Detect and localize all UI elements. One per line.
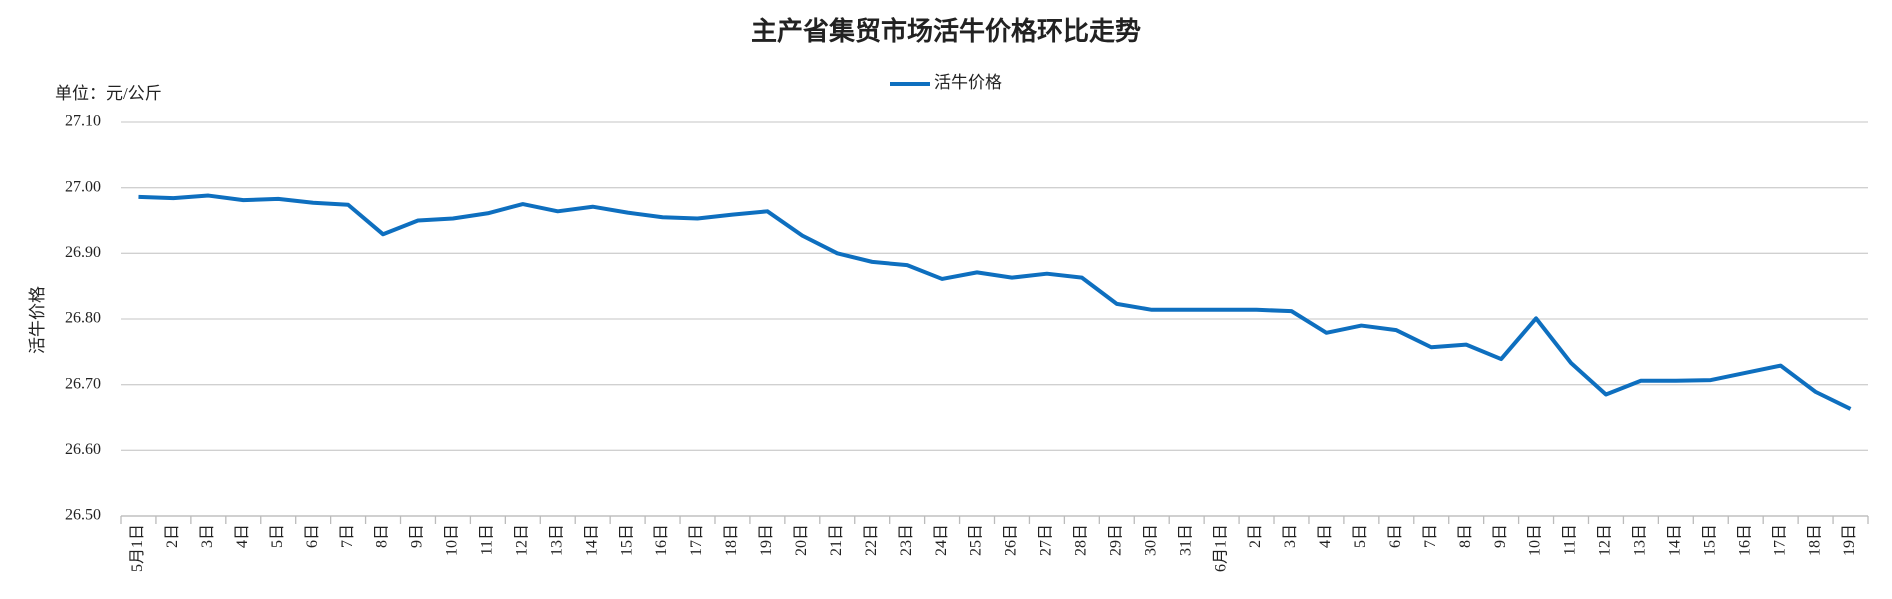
x-tick-label: 15日 <box>618 524 635 556</box>
x-tick-label: 12日 <box>513 524 530 556</box>
y-tick-label: 26.80 <box>65 310 101 327</box>
x-tick-label: 20日 <box>793 524 810 556</box>
legend-label: 活牛价格 <box>934 73 1002 92</box>
x-tick-label: 18日 <box>1806 524 1823 556</box>
x-tick-label: 21日 <box>828 524 845 556</box>
x-tick-label: 15日 <box>1701 524 1718 556</box>
y-tick-label: 26.70 <box>65 375 101 392</box>
x-tick-label: 10日 <box>1527 524 1544 556</box>
y-tick-label: 27.10 <box>65 113 101 130</box>
x-tick-label: 5月1日 <box>129 524 146 572</box>
y-axis-title: 活牛价格 <box>28 286 47 354</box>
x-tick-label: 6日 <box>304 524 321 548</box>
x-tick-label: 14日 <box>583 524 600 556</box>
x-tick-label: 19日 <box>758 524 775 556</box>
x-tick-label: 3日 <box>199 524 216 548</box>
x-tick-label: 11日 <box>1562 524 1579 555</box>
x-tick-label: 12日 <box>1597 524 1614 556</box>
x-tick-label: 9日 <box>409 524 426 548</box>
x-tick-label: 27日 <box>1038 524 1055 556</box>
x-tick-label: 24日 <box>933 524 950 556</box>
x-tick-label: 19日 <box>1841 524 1858 556</box>
x-tick-label: 10日 <box>444 524 461 556</box>
x-tick-label: 6月1日 <box>1212 524 1229 572</box>
x-tick-label: 14日 <box>1667 524 1684 556</box>
x-tick-label: 4日 <box>1317 524 1334 548</box>
x-tick-label: 2日 <box>164 524 181 548</box>
x-tick-label: 28日 <box>1073 524 1090 556</box>
x-tick-label: 8日 <box>374 524 391 548</box>
x-tick-label: 5日 <box>1352 524 1369 548</box>
x-tick-label: 23日 <box>898 524 915 556</box>
x-tick-label: 30日 <box>1142 524 1159 556</box>
y-tick-label: 26.90 <box>65 244 101 261</box>
chart-title: 主产省集贸市场活牛价格环比走势 <box>751 16 1141 46</box>
x-tick-label: 13日 <box>548 524 565 556</box>
x-tick-label: 6日 <box>1387 524 1404 548</box>
x-tick-label: 3日 <box>1282 524 1299 548</box>
x-tick-label: 29日 <box>1107 524 1124 556</box>
x-tick-label: 17日 <box>1771 524 1788 556</box>
x-tick-label: 11日 <box>479 524 496 555</box>
y-tick-label: 26.50 <box>65 507 101 524</box>
x-tick-label: 2日 <box>1247 524 1264 548</box>
x-tick-label: 7日 <box>1422 524 1439 548</box>
x-tick-label: 16日 <box>1736 524 1753 556</box>
x-tick-label: 9日 <box>1492 524 1509 548</box>
x-tick-label: 5日 <box>269 524 286 548</box>
x-tick-label: 16日 <box>653 524 670 556</box>
line-series <box>138 193 1852 411</box>
unit-label: 单位：元/公斤 <box>55 84 162 103</box>
x-tick-label: 4日 <box>234 524 251 548</box>
x-tick-label: 26日 <box>1003 524 1020 556</box>
x-tick-label: 8日 <box>1457 524 1474 548</box>
x-tick-label: 31日 <box>1177 524 1194 556</box>
x-tick-label: 18日 <box>723 524 740 556</box>
x-tick-label: 22日 <box>863 524 880 556</box>
x-tick-label: 17日 <box>688 524 705 556</box>
y-tick-label: 26.60 <box>65 441 101 458</box>
x-tick-label: 7日 <box>339 524 356 548</box>
x-tick-label: 25日 <box>968 524 985 556</box>
x-tick-label: 13日 <box>1632 524 1649 556</box>
y-tick-label: 27.00 <box>65 178 101 195</box>
